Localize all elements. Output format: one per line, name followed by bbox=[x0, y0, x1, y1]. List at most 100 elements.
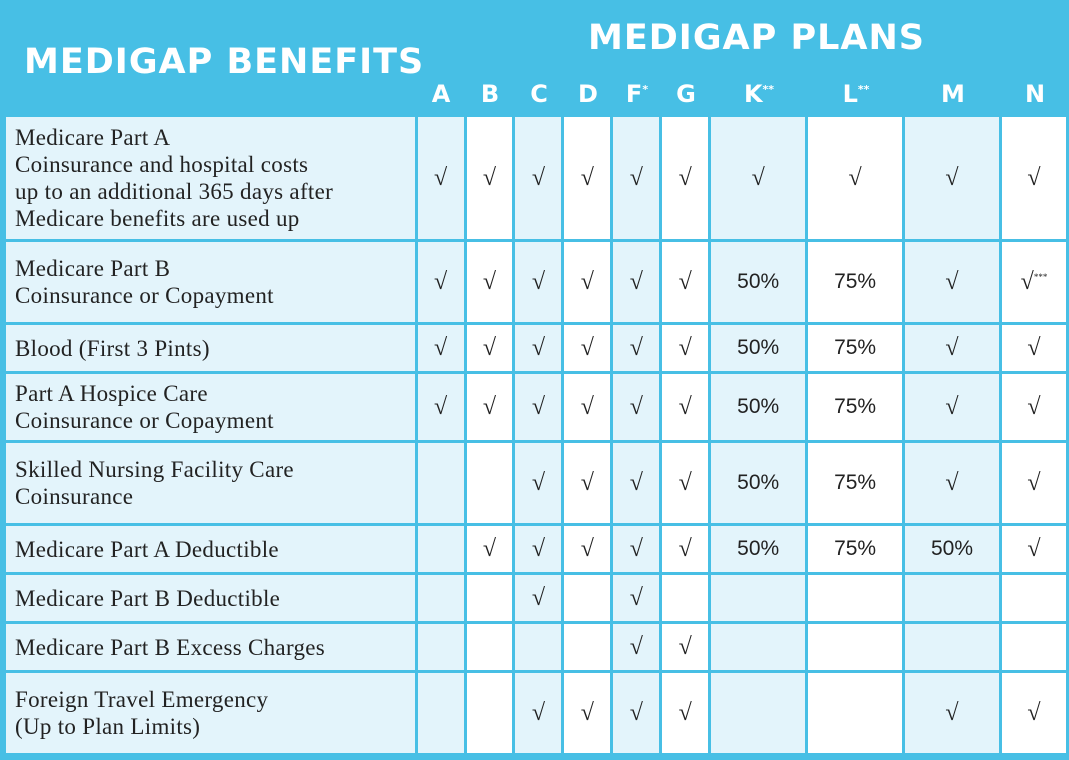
check-icon: √ bbox=[580, 699, 594, 726]
check-icon: √ bbox=[678, 633, 692, 660]
check-icon: √ bbox=[1027, 699, 1041, 726]
plan-cell-a bbox=[417, 624, 464, 670]
plan-cell-n: √ bbox=[1001, 526, 1066, 572]
plan-letter-b: B bbox=[467, 80, 513, 108]
check-icon: √ bbox=[433, 334, 448, 361]
check-icon: √ bbox=[629, 334, 643, 361]
check-icon: √ bbox=[1027, 469, 1041, 496]
check-icon: √ bbox=[678, 393, 692, 420]
plan-cell-g: √ bbox=[662, 325, 709, 371]
plan-cell-b bbox=[466, 624, 513, 670]
check-icon: √ bbox=[531, 584, 545, 611]
check-icon: √ bbox=[945, 469, 959, 496]
plan-letter-a: A bbox=[418, 80, 464, 108]
plan-cell-c bbox=[515, 624, 562, 670]
check-icon: √ bbox=[580, 469, 594, 496]
benefit-label-line: up to an additional 365 days after bbox=[15, 179, 334, 204]
plan-cell-a: √ bbox=[417, 325, 464, 371]
coverage-percent: 50% bbox=[737, 395, 780, 418]
plan-cell-c: √ bbox=[515, 673, 562, 753]
plan-cell-l bbox=[808, 575, 903, 621]
plan-cell-d bbox=[564, 575, 611, 621]
benefit-label-line: Part A Hospice Care bbox=[15, 381, 208, 406]
plan-cell-m: √ bbox=[905, 673, 999, 753]
plan-cell-d bbox=[564, 624, 611, 670]
plan-cell-c: √ bbox=[515, 374, 562, 440]
plan-cell-g bbox=[662, 575, 709, 621]
benefit-row: Part A Hospice Care Coinsurance or Copaym… bbox=[6, 374, 1066, 440]
check-icon: √ bbox=[531, 469, 545, 496]
benefit-row: Foreign Travel Emergency (Up to Plan Limi… bbox=[6, 673, 1066, 753]
plan-cell-n bbox=[1001, 624, 1066, 670]
check-icon: √ bbox=[678, 268, 692, 295]
plan-cell-b: √ bbox=[466, 526, 513, 572]
plan-cell-c: √ bbox=[515, 117, 562, 239]
plan-cell-l: 75% bbox=[808, 526, 903, 572]
coverage-percent: 50% bbox=[737, 336, 780, 359]
check-icon: √ bbox=[433, 393, 448, 420]
plan-letter-k: K** bbox=[712, 80, 806, 108]
plan-cell-a bbox=[417, 673, 464, 753]
plan-cell-g: √ bbox=[662, 624, 709, 670]
plan-cell-l bbox=[808, 624, 903, 670]
plan-cell-n: √ bbox=[1001, 443, 1066, 523]
check-icon: √ bbox=[629, 584, 643, 611]
check-icon: √ bbox=[678, 469, 692, 496]
plan-cell-c: √ bbox=[515, 325, 562, 371]
benefit-row: Medicare Part A Deductible √ √ √ √ √ 50% 75% 50%… bbox=[6, 526, 1066, 572]
check-icon: √ bbox=[1027, 164, 1041, 191]
plan-cell-a: √ bbox=[417, 374, 464, 440]
check-icon: √ bbox=[531, 535, 545, 562]
benefit-label-line: Blood (First 3 Pints) bbox=[15, 335, 210, 361]
check-icon: √ bbox=[1027, 393, 1041, 420]
plan-letter-m: M bbox=[906, 80, 1000, 108]
plan-cell-d: √ bbox=[564, 443, 611, 523]
check-icon: √ bbox=[678, 535, 692, 562]
benefits-table-body: Medicare Part A Coinsurance and hospital … bbox=[6, 117, 1066, 753]
plan-letter-text: F bbox=[625, 80, 643, 108]
plan-cell-f: √ bbox=[613, 526, 660, 572]
plan-cell-l bbox=[808, 673, 903, 753]
plan-cell-c: √ bbox=[515, 575, 562, 621]
coverage-percent: 75% bbox=[834, 537, 877, 560]
check-icon: √ bbox=[1027, 334, 1041, 361]
check-icon: √ bbox=[531, 393, 545, 420]
plan-cell-l: 75% bbox=[808, 325, 903, 371]
plan-cell-a: √ bbox=[417, 242, 464, 322]
check-icon: √ bbox=[678, 334, 692, 361]
plan-letter-l: L** bbox=[809, 80, 903, 108]
plan-cell-k bbox=[711, 673, 806, 753]
plan-cell-f: √ bbox=[613, 242, 660, 322]
benefit-label-line: Coinsurance and hospital costs bbox=[15, 152, 309, 177]
plan-cell-b: √ bbox=[466, 117, 513, 239]
plan-letter-text: M bbox=[941, 80, 965, 108]
benefit-row: Blood (First 3 Pints) √ √ √ √ √ √ 50% 75% √ √ bbox=[6, 325, 1066, 371]
check-icon: √ bbox=[1027, 535, 1041, 562]
plan-letter-text: N bbox=[1024, 80, 1046, 108]
plan-cell-m bbox=[905, 575, 999, 621]
plan-cell-d: √ bbox=[564, 673, 611, 753]
benefit-row: Medicare Part B Excess Charges √ √ bbox=[6, 624, 1066, 670]
check-icon: √ bbox=[433, 268, 448, 295]
check-icon: √ bbox=[945, 268, 959, 295]
check-icon: √ bbox=[629, 699, 643, 726]
plan-cell-a bbox=[417, 575, 464, 621]
check-icon: √ bbox=[482, 164, 497, 191]
check-icon: √ bbox=[482, 268, 497, 295]
plan-cell-c: √ bbox=[515, 526, 562, 572]
plan-cell-d: √ bbox=[564, 325, 611, 371]
check-icon: √ bbox=[482, 535, 497, 562]
plan-cell-m: √ bbox=[905, 443, 999, 523]
plan-footnote-mark: ** bbox=[762, 83, 775, 96]
check-icon: √ bbox=[678, 699, 692, 726]
benefit-label: Skilled Nursing Facility Care Coinsurance bbox=[6, 443, 415, 523]
check-icon: √ bbox=[1020, 268, 1034, 295]
plan-letter-c: C bbox=[516, 80, 562, 108]
plan-cell-l: √ bbox=[808, 117, 903, 239]
plan-cell-g: √ bbox=[662, 117, 709, 239]
plan-letter-text: L bbox=[842, 80, 858, 108]
benefit-label: Foreign Travel Emergency (Up to Plan Limi… bbox=[6, 673, 415, 753]
plan-letter-text: K bbox=[743, 80, 763, 108]
check-icon: √ bbox=[580, 164, 594, 191]
benefit-label: Medicare Part B Deductible bbox=[6, 575, 415, 621]
